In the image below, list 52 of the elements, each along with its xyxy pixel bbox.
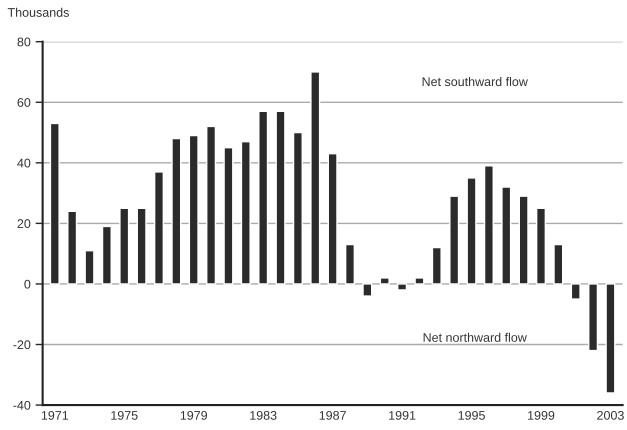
y-tick-label: -40 — [13, 400, 30, 410]
bar — [605, 283, 616, 394]
bar — [275, 110, 286, 285]
y-tick-label: 80 — [17, 38, 30, 46]
bar — [380, 277, 390, 285]
bar — [84, 250, 95, 285]
x-tick-label: 1991 — [389, 410, 416, 420]
x-tick-label: 1987 — [320, 410, 346, 420]
bar — [328, 153, 338, 285]
bar — [258, 110, 268, 285]
x-tick-label: 2003 — [597, 410, 624, 420]
bar — [119, 208, 130, 285]
bar — [154, 171, 164, 285]
annotation: Net southward flow — [422, 76, 528, 86]
x-tick-label: 1983 — [250, 410, 277, 420]
bar — [501, 186, 512, 285]
bar — [344, 244, 356, 285]
y-tick-label: 40 — [17, 158, 30, 168]
bar — [67, 210, 78, 285]
x-tick-label: 1979 — [180, 410, 208, 420]
bar — [536, 208, 546, 285]
bar — [362, 283, 372, 297]
bar — [50, 122, 60, 285]
bar — [449, 195, 460, 285]
x-tick-label: 1971 — [42, 410, 68, 420]
x-tick-label: 1999 — [528, 410, 554, 420]
bar — [223, 146, 234, 285]
bar — [414, 277, 424, 285]
bar — [588, 283, 598, 352]
bar — [397, 283, 408, 291]
y-axis-title: Thousands — [8, 8, 69, 17]
y-tick-label: -20 — [13, 340, 30, 350]
y-tick-label: 0 — [24, 280, 30, 289]
y-tick-label: 20 — [18, 219, 30, 228]
bar — [171, 138, 182, 285]
bar — [188, 134, 199, 285]
bar — [570, 283, 581, 300]
bar — [553, 244, 564, 285]
bar — [484, 165, 494, 285]
bar — [102, 226, 112, 285]
bar — [518, 195, 529, 285]
bar — [310, 71, 320, 285]
annotation: Net northward flow — [424, 332, 527, 342]
x-tick-label: 1995 — [458, 410, 485, 420]
y-tick-label: 60 — [18, 98, 30, 107]
bar — [292, 132, 303, 285]
bar — [206, 126, 216, 285]
bar — [466, 177, 477, 285]
bar — [432, 246, 442, 285]
x-tick-label: 1975 — [111, 410, 138, 420]
bar — [136, 208, 147, 285]
bar — [240, 140, 251, 285]
